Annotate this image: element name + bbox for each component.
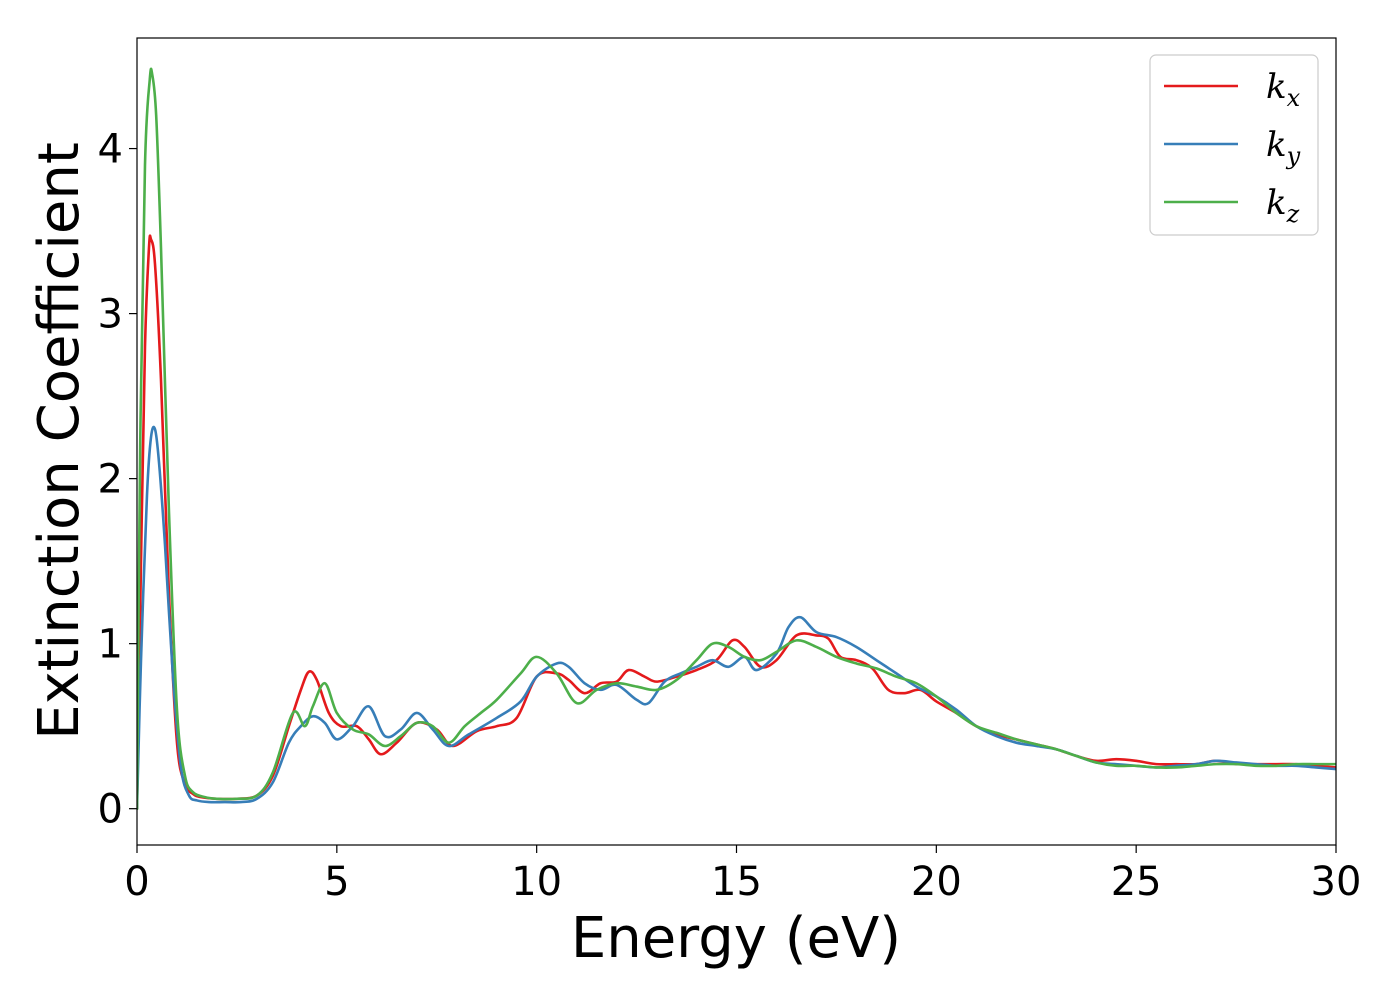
- legend-label-kz: kz: [1266, 183, 1300, 228]
- x-tick-label: 0: [124, 859, 149, 905]
- legend: kx ky kz: [1149, 54, 1319, 236]
- x-tick-label: 5: [324, 859, 349, 905]
- x-tick-label: 15: [711, 859, 762, 905]
- y-tick-label: 1: [98, 622, 123, 668]
- x-tick-label: 30: [1311, 859, 1362, 905]
- series-line-kz: [137, 67, 1336, 810]
- y-tick-label: 0: [98, 787, 123, 833]
- x-axis: 0 5 10 15 20 25 30: [124, 845, 1361, 905]
- y-tick-label: 3: [98, 292, 123, 338]
- x-tick-label: 20: [911, 859, 962, 905]
- x-axis-title: Energy (eV): [571, 906, 901, 971]
- x-tick-label: 10: [511, 859, 562, 905]
- legend-label-kx: kx: [1266, 67, 1301, 112]
- y-tick-label: 2: [98, 457, 123, 503]
- legend-label-ky: ky: [1266, 125, 1301, 170]
- y-tick-label: 4: [98, 127, 123, 173]
- y-axis-title: Extinction Coefficient: [27, 142, 92, 740]
- y-axis: 0 1 2 3 4: [98, 127, 137, 833]
- x-tick-label: 25: [1111, 859, 1162, 905]
- series-layer: [137, 67, 1336, 810]
